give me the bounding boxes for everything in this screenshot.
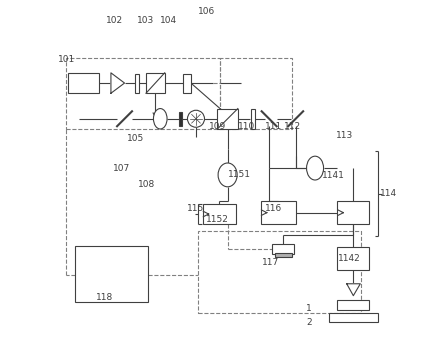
Text: 1142: 1142 (338, 254, 361, 263)
Bar (183, 73, 191, 93)
Text: 116: 116 (265, 204, 282, 213)
Text: 118: 118 (96, 293, 113, 302)
Text: 115: 115 (187, 204, 204, 213)
Bar (66, 58, 221, 129)
Text: 1141: 1141 (322, 171, 345, 180)
Text: 1152: 1152 (206, 215, 229, 224)
Ellipse shape (307, 156, 323, 180)
Bar (198, 231, 361, 313)
Text: 105: 105 (127, 134, 144, 143)
Bar (203, 204, 236, 224)
Text: 112: 112 (284, 122, 302, 131)
Bar (252, 108, 255, 129)
Bar (337, 201, 369, 224)
Ellipse shape (153, 108, 167, 129)
Bar (221, 58, 292, 129)
Text: 104: 104 (159, 15, 177, 25)
Text: 111: 111 (265, 122, 282, 131)
Bar (272, 244, 294, 254)
Text: 113: 113 (335, 131, 353, 140)
Text: 117: 117 (262, 258, 279, 267)
Bar (68, 73, 99, 93)
Bar (337, 300, 369, 310)
Text: 110: 110 (238, 122, 255, 131)
Bar (179, 112, 183, 126)
Text: 101: 101 (58, 55, 75, 64)
Bar (74, 246, 148, 303)
Bar (218, 108, 238, 129)
Bar (260, 201, 296, 224)
Text: 109: 109 (209, 122, 226, 131)
Text: 102: 102 (106, 15, 123, 25)
Text: 114: 114 (380, 189, 397, 198)
Text: 1151: 1151 (228, 170, 251, 179)
Bar (146, 73, 165, 93)
Polygon shape (347, 284, 360, 296)
Bar (275, 253, 291, 257)
Ellipse shape (187, 110, 205, 127)
Text: 107: 107 (113, 164, 130, 173)
Ellipse shape (218, 163, 237, 187)
Bar (135, 73, 139, 93)
Polygon shape (111, 73, 124, 93)
Text: 2: 2 (306, 318, 311, 328)
Text: 108: 108 (138, 180, 155, 189)
Text: 103: 103 (137, 15, 154, 25)
Text: 106: 106 (198, 7, 216, 16)
Text: 1: 1 (306, 304, 311, 313)
Bar (329, 314, 378, 322)
Bar (337, 247, 369, 270)
